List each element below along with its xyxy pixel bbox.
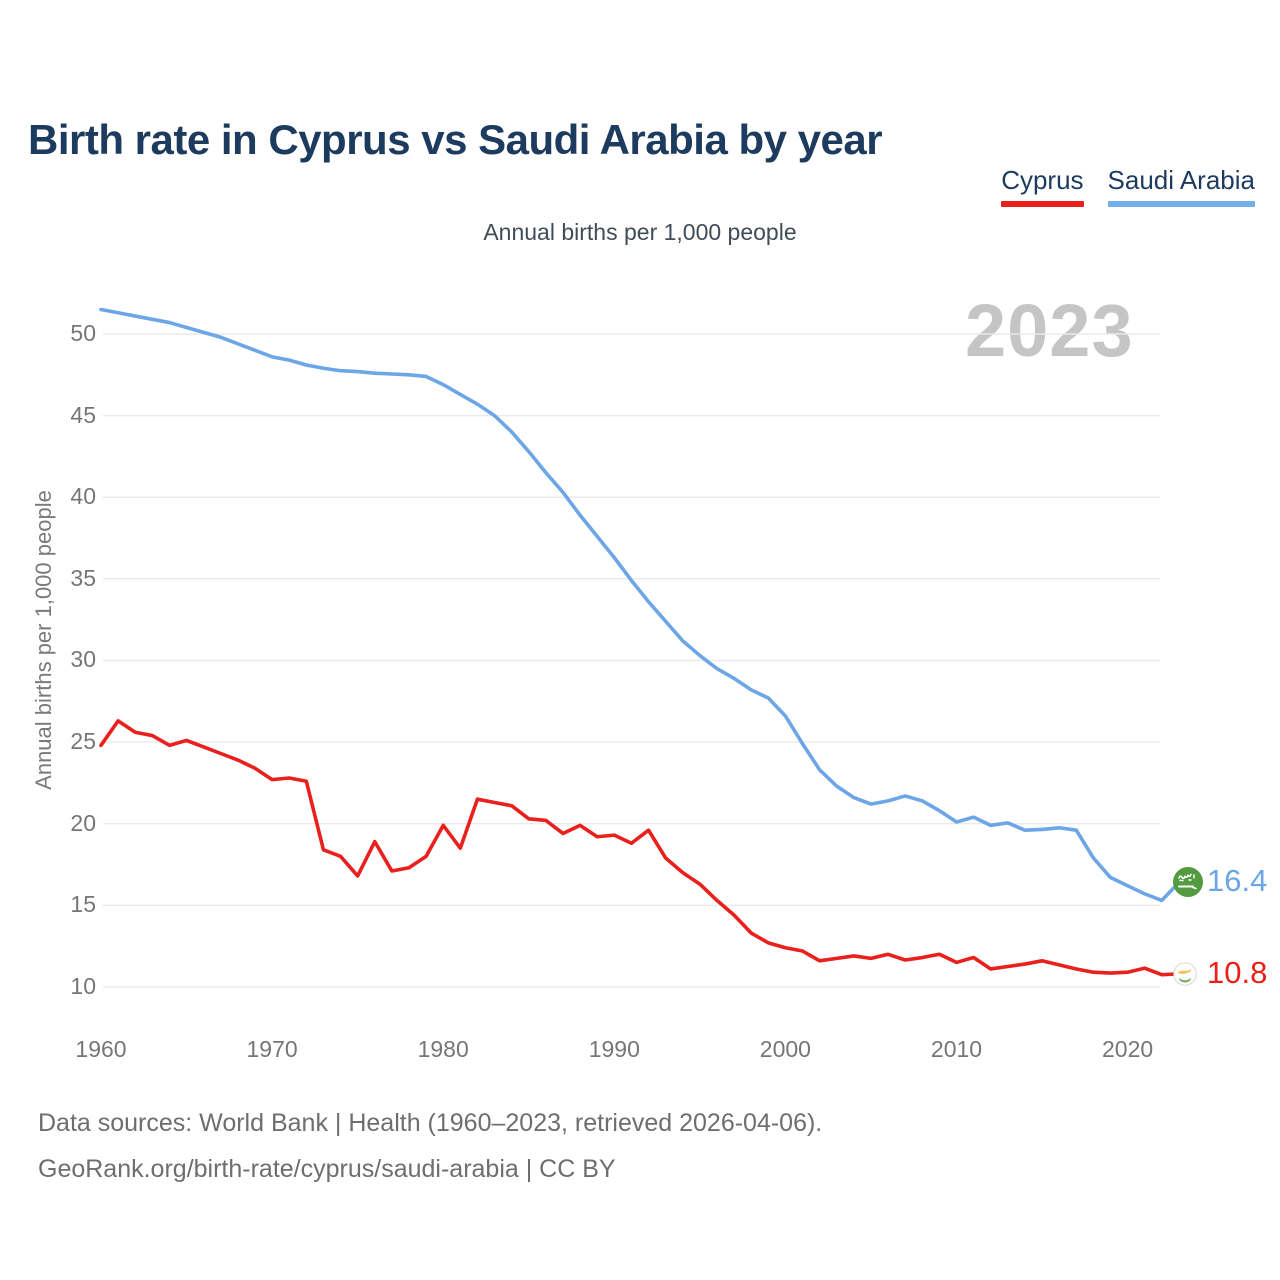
footer-attribution: GeoRank.org/birth-rate/cyprus/saudi-arab… bbox=[38, 1155, 616, 1183]
end-value-cyprus: 10.8 bbox=[1207, 954, 1268, 990]
cyprus-swatch bbox=[1001, 201, 1084, 207]
x-tick: 1980 bbox=[417, 1036, 469, 1062]
cyprus-flag-icon bbox=[1173, 962, 1197, 986]
legend-label-saudi-arabia: Saudi Arabia bbox=[1107, 165, 1255, 195]
footer: Data sources: World Bank | Health (1960–… bbox=[38, 1100, 822, 1192]
x-tick: 2010 bbox=[930, 1036, 983, 1062]
y-tick: 50 bbox=[70, 320, 96, 346]
y-tick: 45 bbox=[70, 401, 96, 428]
saudi-arabia-flag-icon bbox=[1173, 867, 1203, 898]
y-tick: 35 bbox=[70, 564, 96, 591]
legend: Cyprus Saudi Arabia bbox=[1001, 165, 1255, 207]
y-tick: 40 bbox=[70, 483, 96, 510]
cyprus-line[interactable] bbox=[99, 719, 1181, 977]
legend-item-saudi-arabia[interactable]: Saudi Arabia bbox=[1107, 165, 1255, 207]
y-tick: 30 bbox=[70, 646, 96, 673]
x-tick: 1990 bbox=[588, 1036, 640, 1062]
x-tick: 1970 bbox=[246, 1036, 298, 1062]
end-value-saudi-arabia: 16.4 bbox=[1207, 863, 1268, 899]
x-tick: 2020 bbox=[1102, 1036, 1154, 1062]
page-title: Birth rate in Cyprus vs Saudi Arabia by … bbox=[28, 116, 883, 164]
chart-subtitle: Annual births per 1,000 people bbox=[483, 219, 797, 245]
y-tick: 25 bbox=[70, 728, 96, 755]
x-tick: 1960 bbox=[75, 1036, 127, 1062]
legend-item-cyprus[interactable]: Cyprus bbox=[1001, 165, 1084, 207]
x-tick: 2000 bbox=[759, 1036, 811, 1062]
saudi-arabia-line[interactable] bbox=[99, 307, 1181, 903]
y-tick: 20 bbox=[70, 809, 96, 836]
y-tick: 10 bbox=[70, 972, 96, 999]
legend-label-cyprus: Cyprus bbox=[1001, 165, 1084, 195]
y-tick: 15 bbox=[70, 891, 96, 918]
saudi-arabia-swatch bbox=[1107, 201, 1255, 207]
watermark-year: 2023 bbox=[965, 289, 1134, 372]
footer-sources: Data sources: World Bank | Health (1960–… bbox=[38, 1109, 823, 1137]
